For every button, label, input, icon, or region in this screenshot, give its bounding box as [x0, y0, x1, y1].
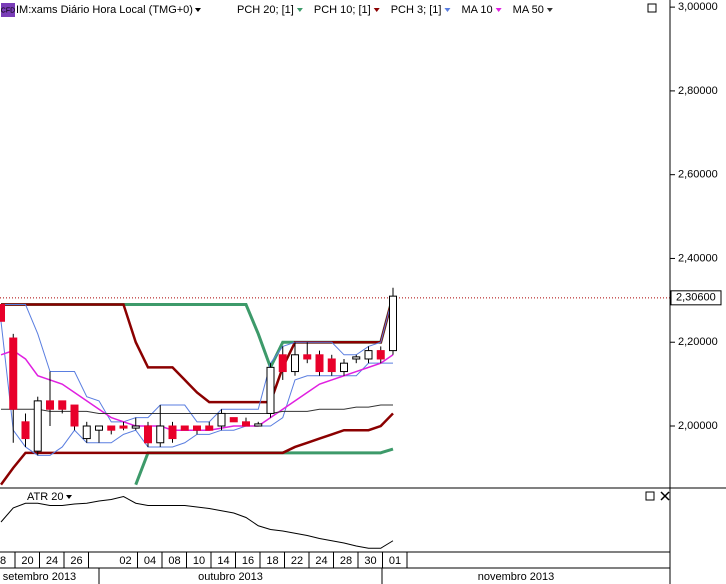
- candle-body: [205, 425, 214, 431]
- dropdown-arrow: [495, 8, 502, 12]
- candle-body: [21, 421, 30, 440]
- x-tick-label: 14: [217, 555, 229, 567]
- candle-body: [131, 425, 140, 429]
- x-tick-label: 02: [119, 555, 131, 567]
- y-tick-label: 2,40000: [678, 252, 718, 264]
- dropdown-arrow: [444, 8, 451, 12]
- candle-body: [9, 337, 18, 410]
- candle-body: [376, 350, 385, 360]
- dropdown-arrow: [296, 8, 303, 12]
- x-tick-label: 26: [70, 555, 82, 567]
- candle-body: [180, 425, 189, 431]
- x-tick-label: 28: [340, 555, 352, 567]
- x-tick-label: 04: [144, 555, 156, 567]
- indicator-line: [0, 412, 394, 486]
- month-label: outubro 2013: [198, 571, 263, 583]
- candle-body: [303, 354, 312, 360]
- indicator-line: [0, 321, 393, 456]
- header: CFD IM:xams Diário Hora Local (TMG+0) AT…: [1, 3, 553, 503]
- candle-body: [291, 354, 299, 373]
- x-tick-label: 10: [193, 555, 205, 567]
- x-tick-label: 8: [0, 555, 6, 567]
- x-tick-label: 24: [315, 555, 327, 567]
- badge-label: CFD: [1, 7, 15, 14]
- candle-body: [242, 421, 250, 427]
- candle-body: [168, 425, 177, 440]
- badge: [1, 3, 15, 17]
- candle-body: [315, 354, 324, 373]
- maximize-icon[interactable]: [645, 491, 655, 501]
- dropdown-arrow: [546, 8, 553, 12]
- candle-body: [254, 423, 263, 427]
- candle-body: [364, 350, 373, 360]
- x-tick-label: 16: [242, 555, 254, 567]
- y-tick-label: 3,00000: [678, 1, 718, 13]
- candle-body: [389, 295, 397, 352]
- x-tick-label: 18: [266, 555, 278, 567]
- x-tick-label: 30: [364, 555, 376, 567]
- dropdown-arrow: [373, 8, 380, 12]
- y-tick-label: 2,20000: [678, 336, 718, 348]
- x-tick-label: 24: [46, 555, 58, 567]
- y-tick-label: 2,80000: [678, 85, 718, 97]
- candle-body: [278, 354, 287, 373]
- candle-body: [340, 362, 348, 373]
- candle-body: [327, 358, 336, 373]
- candle-body: [352, 356, 361, 360]
- candle-body: [119, 425, 128, 429]
- candle-body: [229, 417, 238, 423]
- dropdown-arrow: [194, 8, 201, 12]
- y-tick-label: 2,00000: [678, 420, 718, 432]
- last-price-label: 2,30600: [676, 292, 716, 304]
- x-tick-label: 08: [168, 555, 180, 567]
- candle-body: [95, 425, 103, 431]
- month-label: setembro 2013: [3, 571, 76, 583]
- candle-body: [217, 412, 226, 427]
- x-tick-label: 22: [291, 555, 303, 567]
- legend-entry[interactable]: PCH 3; [1]: [391, 4, 442, 16]
- legend-entry[interactable]: PCH 10; [1]: [314, 4, 371, 16]
- candle-body: [156, 425, 165, 444]
- last-price-box: [670, 290, 722, 306]
- close-icon[interactable]: [660, 491, 670, 501]
- chart-title[interactable]: IM:xams Diário Hora Local (TMG+0): [16, 4, 193, 16]
- candle-body: [107, 425, 116, 431]
- dropdown-arrow[interactable]: [66, 495, 72, 499]
- price-pane: [0, 287, 670, 486]
- legend-entry[interactable]: MA 10: [461, 4, 492, 16]
- candle-body: [266, 366, 275, 414]
- candle-body: [70, 404, 79, 427]
- indicator-line: [1, 404, 393, 414]
- atr-pane: [0, 495, 394, 549]
- atr-line: [0, 495, 394, 549]
- legend-entry[interactable]: MA 50: [513, 4, 544, 16]
- atr-title[interactable]: ATR 20: [27, 491, 63, 503]
- candle-body: [193, 425, 201, 431]
- candle-body: [46, 400, 54, 410]
- month-label: novembro 2013: [478, 571, 554, 583]
- legend-entry[interactable]: PCH 20; [1]: [237, 4, 294, 16]
- candle-body: [0, 304, 5, 322]
- maximize-icon[interactable]: [647, 3, 657, 13]
- candle-body: [33, 400, 42, 452]
- candle-body: [82, 425, 91, 440]
- candle-body: [144, 425, 152, 444]
- y-tick-label: 2,60000: [678, 169, 718, 181]
- indicator-line: [1, 296, 394, 423]
- candle-body: [58, 400, 67, 410]
- x-tick-label: 01: [389, 555, 401, 567]
- x-tick-label: 20: [21, 555, 33, 567]
